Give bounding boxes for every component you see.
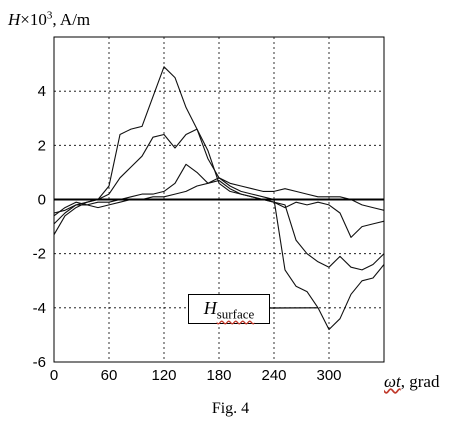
series-line-curve-2 xyxy=(53,128,385,271)
x-axis-label: ωt, grad xyxy=(384,372,440,391)
x-tick-label: 300 xyxy=(316,367,341,384)
annotation-callout: Hsurface xyxy=(188,294,270,324)
y-tick-label: 0 xyxy=(38,192,46,209)
y-tick-label: 4 xyxy=(38,83,46,100)
figure-caption: Fig. 4 xyxy=(211,400,250,417)
series-line-curve-4 xyxy=(53,177,385,217)
series-group xyxy=(53,66,385,331)
plot-frame xyxy=(53,36,385,363)
y-tick-label: -6 xyxy=(33,354,46,371)
y-axis-label: H×103, A/m xyxy=(8,9,91,29)
y-tick-label: 2 xyxy=(38,137,46,154)
y-tick-label: -2 xyxy=(33,246,46,263)
x-tick-label: 120 xyxy=(151,367,176,384)
x-tick-label: 60 xyxy=(101,367,118,384)
series-line-curve-3 xyxy=(53,163,385,238)
x-tick-label: 180 xyxy=(206,367,231,384)
y-tick-label: -4 xyxy=(33,300,46,317)
x-tick-label: 240 xyxy=(261,367,286,384)
x-tick-label: 0 xyxy=(50,367,58,384)
